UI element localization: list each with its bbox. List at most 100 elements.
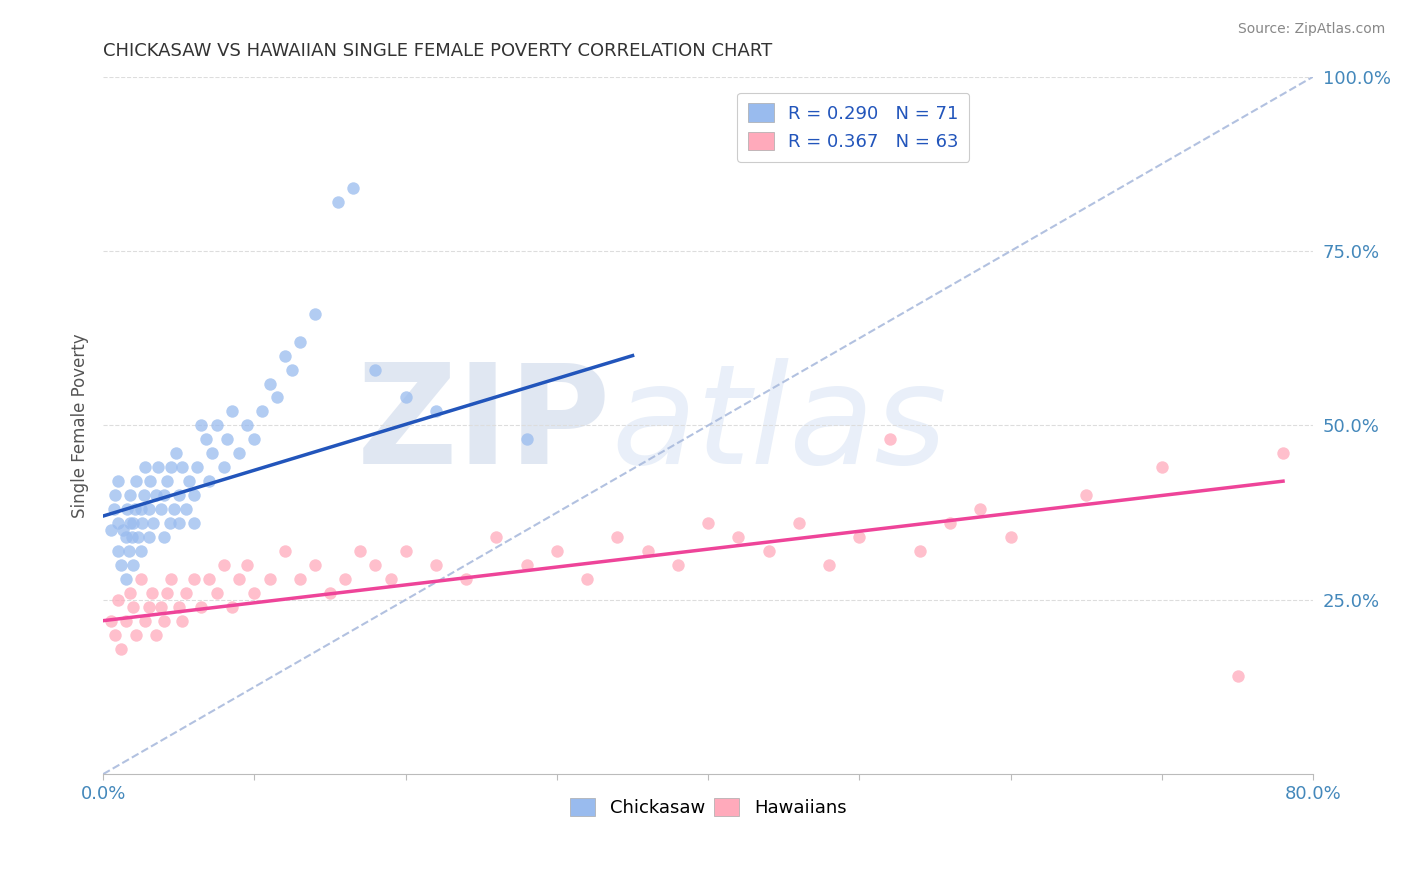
Point: [125, 474, 148, 488]
Point: [145, 488, 167, 502]
Point: [122, 516, 145, 530]
Point: [139, 474, 162, 488]
Point: [125, 627, 148, 641]
Point: [149, 502, 172, 516]
Point: [364, 558, 387, 572]
Point: [326, 195, 349, 210]
Point: [138, 599, 160, 614]
Point: [167, 488, 190, 502]
Point: [364, 362, 387, 376]
Point: [1226, 669, 1249, 683]
Point: [160, 460, 183, 475]
Point: [727, 530, 749, 544]
Point: [149, 599, 172, 614]
Point: [969, 502, 991, 516]
Point: [217, 433, 239, 447]
Legend: Chickasaw, Hawaiians: Chickasaw, Hawaiians: [562, 790, 853, 824]
Point: [195, 433, 218, 447]
Point: [121, 530, 143, 544]
Point: [114, 530, 136, 544]
Point: [167, 516, 190, 530]
Point: [485, 530, 508, 544]
Point: [879, 433, 901, 447]
Point: [425, 404, 447, 418]
Point: [160, 572, 183, 586]
Point: [425, 558, 447, 572]
Point: [152, 614, 174, 628]
Point: [666, 558, 689, 572]
Text: atlas: atlas: [612, 358, 948, 493]
Point: [395, 391, 418, 405]
Point: [205, 586, 228, 600]
Point: [304, 558, 326, 572]
Point: [107, 592, 129, 607]
Point: [120, 488, 142, 502]
Point: [576, 572, 599, 586]
Point: [120, 586, 142, 600]
Point: [122, 599, 145, 614]
Point: [141, 586, 163, 600]
Point: [818, 558, 841, 572]
Point: [134, 460, 156, 475]
Point: [516, 558, 538, 572]
Point: [266, 391, 288, 405]
Point: [127, 530, 149, 544]
Point: [333, 572, 356, 586]
Point: [163, 502, 186, 516]
Point: [243, 433, 266, 447]
Point: [120, 516, 142, 530]
Point: [395, 544, 418, 558]
Point: [939, 516, 962, 530]
Point: [152, 530, 174, 544]
Point: [167, 599, 190, 614]
Point: [104, 488, 127, 502]
Point: [319, 586, 342, 600]
Point: [156, 586, 179, 600]
Point: [170, 614, 193, 628]
Point: [131, 516, 153, 530]
Point: [165, 446, 187, 460]
Point: [110, 558, 132, 572]
Point: [104, 627, 127, 641]
Point: [637, 544, 659, 558]
Point: [250, 404, 273, 418]
Point: [1000, 530, 1022, 544]
Point: [201, 446, 224, 460]
Point: [273, 349, 295, 363]
Point: [221, 599, 243, 614]
Point: [159, 516, 181, 530]
Point: [132, 488, 155, 502]
Point: [118, 544, 141, 558]
Point: [152, 488, 174, 502]
Point: [221, 404, 243, 418]
Point: [100, 523, 122, 537]
Point: [236, 558, 259, 572]
Point: [170, 460, 193, 475]
Point: [190, 418, 212, 433]
Point: [236, 418, 259, 433]
Point: [198, 474, 221, 488]
Point: [205, 418, 228, 433]
Point: [110, 641, 132, 656]
Point: [228, 446, 250, 460]
Point: [342, 181, 364, 195]
Point: [281, 362, 304, 376]
Point: [186, 460, 208, 475]
Point: [304, 307, 326, 321]
Point: [243, 586, 266, 600]
Point: [190, 599, 212, 614]
Point: [129, 572, 152, 586]
Point: [100, 614, 122, 628]
Point: [138, 502, 160, 516]
Point: [288, 334, 311, 349]
Point: [697, 516, 720, 530]
Point: [114, 614, 136, 628]
Text: CHICKASAW VS HAWAIIAN SINGLE FEMALE POVERTY CORRELATION CHART: CHICKASAW VS HAWAIIAN SINGLE FEMALE POVE…: [103, 42, 772, 60]
Point: [138, 530, 160, 544]
Point: [103, 502, 125, 516]
Point: [183, 488, 205, 502]
Point: [273, 544, 295, 558]
Point: [176, 586, 198, 600]
Text: Source: ZipAtlas.com: Source: ZipAtlas.com: [1237, 22, 1385, 37]
Point: [107, 516, 129, 530]
